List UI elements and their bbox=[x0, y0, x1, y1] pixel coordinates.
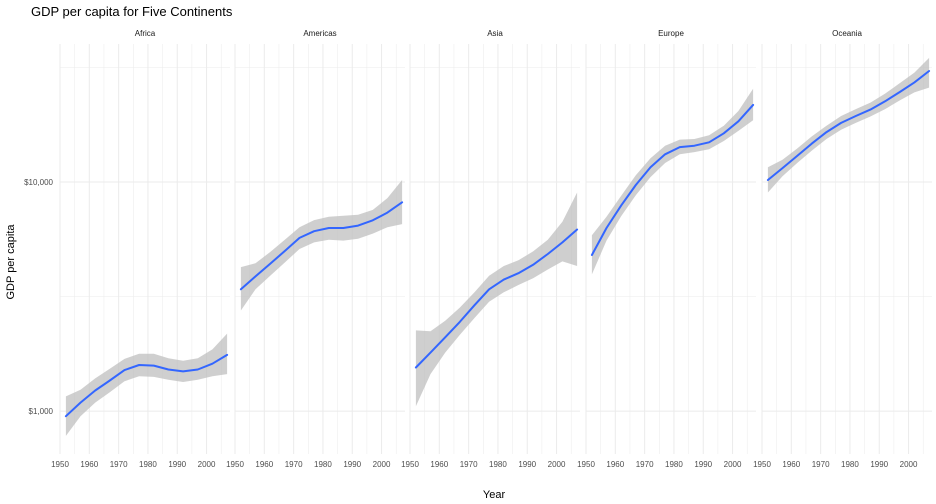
facet-panel-asia: Asia 1950 1960 1970 1980 1990 2000 bbox=[401, 29, 580, 469]
x-tick-label: 1970 bbox=[285, 460, 303, 469]
facet-strip-label: Americas bbox=[303, 29, 336, 38]
x-tick-label: 1990 bbox=[694, 460, 712, 469]
facet-panel-africa: Africa 1950 1960 1970 1980 1990 2000 bbox=[51, 29, 230, 469]
y-axis-label: GDP per capita bbox=[5, 224, 17, 300]
x-tick-label: 1970 bbox=[636, 460, 654, 469]
x-tick-label: 1960 bbox=[606, 460, 624, 469]
facet-panels: Africa 1950 1960 1970 1980 1990 2000 Americas 19… bbox=[51, 29, 932, 469]
x-tick-label: 1980 bbox=[314, 460, 332, 469]
confidence-ribbon bbox=[65, 333, 228, 436]
x-tick-label: 1950 bbox=[226, 460, 244, 469]
x-tick-label: 1980 bbox=[489, 460, 507, 469]
trend-line bbox=[590, 103, 755, 256]
x-tick-label: 1990 bbox=[343, 460, 361, 469]
x-tick-label: 1980 bbox=[665, 460, 683, 469]
x-tick-label: 1990 bbox=[518, 460, 536, 469]
facet-panel-europe: Europe 1950 1960 1970 1980 1990 2000 bbox=[577, 29, 756, 469]
trend-line bbox=[414, 228, 579, 369]
facet-panel-americas: Americas 1950 1960 1970 1980 1990 2000 bbox=[226, 29, 405, 469]
x-tick-label: 2000 bbox=[198, 460, 216, 469]
x-tick-label: 2000 bbox=[548, 460, 566, 469]
facet-panel-oceania: Oceania 1950 1960 1970 1980 1990 2000 bbox=[753, 29, 932, 469]
x-tick-label: 1950 bbox=[51, 460, 69, 469]
x-tick-label: 1980 bbox=[841, 460, 859, 469]
y-axis-ticks: $1,000 $10,000 bbox=[24, 178, 53, 416]
x-axis-label: Year bbox=[483, 489, 506, 501]
confidence-ribbon bbox=[415, 192, 578, 407]
y-tick-label: $1,000 bbox=[29, 407, 54, 416]
x-tick-label: 1990 bbox=[870, 460, 888, 469]
trend-line bbox=[239, 201, 404, 291]
facet-strip-label: Europe bbox=[658, 29, 684, 38]
x-tick-label: 1950 bbox=[753, 460, 771, 469]
facet-strip-label: Oceania bbox=[832, 29, 862, 38]
facet-strip-label: Africa bbox=[135, 29, 156, 38]
x-tick-label: 1960 bbox=[430, 460, 448, 469]
x-tick-label: 2000 bbox=[373, 460, 391, 469]
y-tick-label: $10,000 bbox=[24, 178, 53, 187]
confidence-ribbon bbox=[240, 180, 403, 311]
x-tick-label: 2000 bbox=[724, 460, 742, 469]
x-tick-label: 1970 bbox=[460, 460, 478, 469]
confidence-ribbon bbox=[591, 88, 754, 275]
trend-line bbox=[766, 70, 931, 181]
x-tick-label: 1960 bbox=[782, 460, 800, 469]
chart-title: GDP per capita for Five Continents bbox=[31, 4, 233, 19]
x-tick-label: 1970 bbox=[812, 460, 830, 469]
x-tick-label: 1960 bbox=[255, 460, 273, 469]
x-tick-label: 2000 bbox=[900, 460, 918, 469]
facet-strip-label: Asia bbox=[487, 29, 503, 38]
x-tick-label: 1950 bbox=[577, 460, 595, 469]
confidence-ribbon bbox=[767, 57, 930, 193]
x-tick-label: 1990 bbox=[168, 460, 186, 469]
x-tick-label: 1950 bbox=[401, 460, 419, 469]
x-tick-label: 1970 bbox=[110, 460, 128, 469]
x-tick-label: 1980 bbox=[139, 460, 157, 469]
x-tick-label: 1960 bbox=[80, 460, 98, 469]
trend-line bbox=[64, 353, 229, 418]
